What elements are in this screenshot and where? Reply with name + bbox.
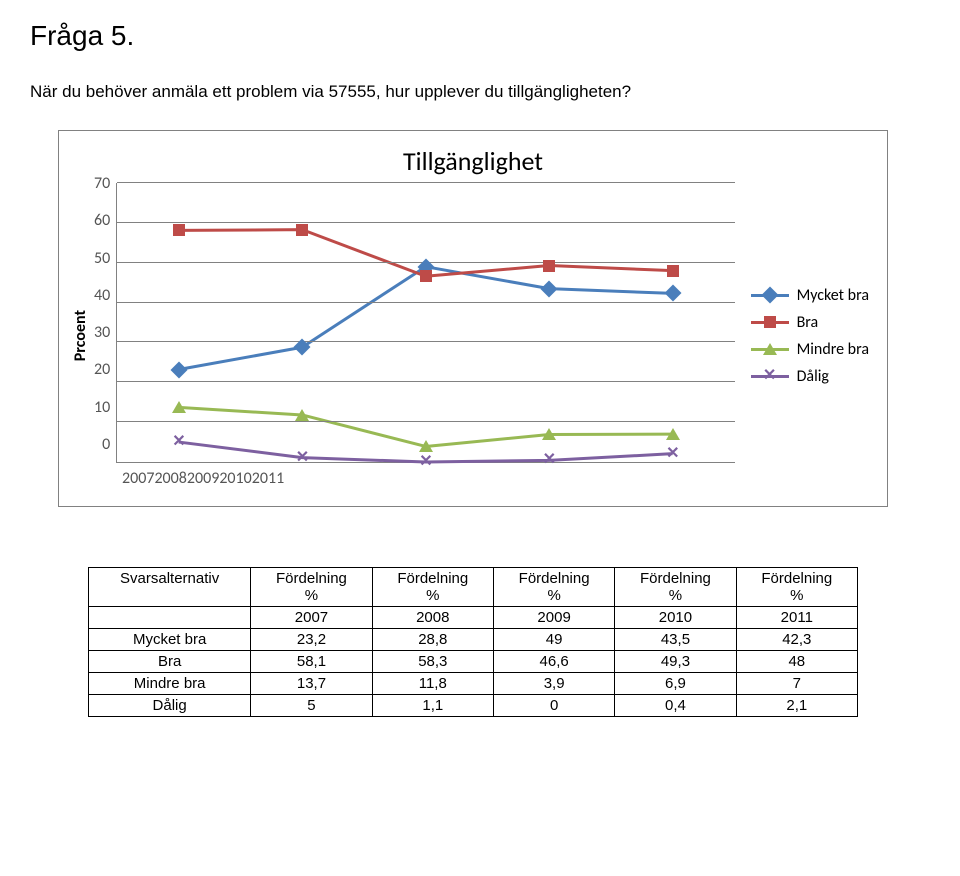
square-marker-icon bbox=[420, 270, 432, 282]
x-axis-ticks: 20072008200920102011 bbox=[122, 469, 284, 488]
table-year-row: 2007 2008 2009 2010 2011 bbox=[89, 607, 858, 629]
table-cell: 5 bbox=[251, 695, 372, 717]
table-empty-cell bbox=[89, 607, 251, 629]
x-tick-label: 2008 bbox=[154, 469, 186, 488]
table-header-row: Svarsalternativ Fördelning% Fördelning% … bbox=[89, 568, 858, 607]
table-cell: 2,1 bbox=[736, 695, 857, 717]
table-row: Bra58,158,346,649,348 bbox=[89, 651, 858, 673]
table-col-header: Fördelning% bbox=[372, 568, 493, 607]
table-cell: 49 bbox=[493, 629, 614, 651]
y-tick-label: 70 bbox=[94, 174, 110, 193]
x-marker-icon: ✕ bbox=[543, 452, 556, 468]
table-row-label: Bra bbox=[89, 651, 251, 673]
chart-legend: Mycket bra Bra Mindre bra ✕ Dålig bbox=[735, 278, 875, 394]
table-cell: 6,9 bbox=[615, 673, 736, 695]
table-cell: 1,1 bbox=[372, 695, 493, 717]
x-tick-label: 2007 bbox=[122, 469, 154, 488]
triangle-marker-icon bbox=[763, 343, 777, 355]
x-marker-icon: ✕ bbox=[763, 368, 776, 384]
square-marker-icon bbox=[296, 224, 308, 236]
table-row: Dålig51,100,42,1 bbox=[89, 695, 858, 717]
table-col-header: Fördelning% bbox=[251, 568, 372, 607]
page-title: Fråga 5. bbox=[30, 20, 930, 52]
table-cell: 13,7 bbox=[251, 673, 372, 695]
table-cell: 58,1 bbox=[251, 651, 372, 673]
table-header-label: Svarsalternativ bbox=[89, 568, 251, 607]
triangle-marker-icon bbox=[542, 428, 556, 440]
legend-item: Mindre bra bbox=[751, 340, 869, 359]
table-cell: 23,2 bbox=[251, 629, 372, 651]
table-year-cell: 2007 bbox=[251, 607, 372, 629]
x-marker-icon: ✕ bbox=[419, 454, 432, 470]
legend-item: Mycket bra bbox=[751, 286, 869, 305]
table-cell: 11,8 bbox=[372, 673, 493, 695]
table-col-header: Fördelning% bbox=[736, 568, 857, 607]
x-tick-label: 2010 bbox=[219, 469, 251, 488]
plot-area: ✕✕✕✕✕ bbox=[116, 183, 734, 463]
table-cell: 3,9 bbox=[493, 673, 614, 695]
triangle-marker-icon bbox=[172, 401, 186, 413]
table-cell: 42,3 bbox=[736, 629, 857, 651]
triangle-marker-icon bbox=[666, 428, 680, 440]
table-year-cell: 2009 bbox=[493, 607, 614, 629]
legend-label: Mycket bra bbox=[797, 286, 869, 305]
legend-label: Dålig bbox=[797, 367, 829, 386]
legend-item: Bra bbox=[751, 313, 869, 332]
table-row-label: Mycket bra bbox=[89, 629, 251, 651]
table-row-label: Mindre bra bbox=[89, 673, 251, 695]
table-cell: 58,3 bbox=[372, 651, 493, 673]
y-tick-label: 50 bbox=[94, 249, 110, 268]
table-cell: 7 bbox=[736, 673, 857, 695]
square-marker-icon bbox=[543, 260, 555, 272]
legend-label: Bra bbox=[797, 313, 819, 332]
y-axis-ticks: 70 60 50 40 30 20 10 0 bbox=[94, 174, 116, 454]
y-tick-label: 0 bbox=[102, 435, 110, 454]
table-cell: 49,3 bbox=[615, 651, 736, 673]
table-year-cell: 2011 bbox=[736, 607, 857, 629]
square-marker-icon bbox=[173, 224, 185, 236]
y-tick-label: 60 bbox=[94, 211, 110, 230]
y-tick-label: 40 bbox=[94, 286, 110, 305]
table-col-header: Fördelning% bbox=[493, 568, 614, 607]
diamond-marker-icon bbox=[761, 287, 778, 304]
chart-title: Tillgänglighet bbox=[71, 145, 875, 177]
legend-item: ✕ Dålig bbox=[751, 367, 869, 386]
table-year-cell: 2008 bbox=[372, 607, 493, 629]
table-cell: 0 bbox=[493, 695, 614, 717]
square-marker-icon bbox=[667, 265, 679, 277]
x-marker-icon: ✕ bbox=[172, 434, 185, 450]
table-row: Mindre bra13,711,83,96,97 bbox=[89, 673, 858, 695]
y-tick-label: 20 bbox=[94, 360, 110, 379]
table-row-label: Dålig bbox=[89, 695, 251, 717]
x-marker-icon: ✕ bbox=[296, 450, 309, 466]
triangle-marker-icon bbox=[295, 409, 309, 421]
y-tick-label: 10 bbox=[94, 398, 110, 417]
table-cell: 28,8 bbox=[372, 629, 493, 651]
table-year-cell: 2010 bbox=[615, 607, 736, 629]
page-subtitle: När du behöver anmäla ett problem via 57… bbox=[30, 82, 930, 102]
table-cell: 0,4 bbox=[615, 695, 736, 717]
table-cell: 46,6 bbox=[493, 651, 614, 673]
table-col-header: Fördelning% bbox=[615, 568, 736, 607]
table-row: Mycket bra23,228,84943,542,3 bbox=[89, 629, 858, 651]
data-table: Svarsalternativ Fördelning% Fördelning% … bbox=[88, 567, 858, 717]
x-tick-label: 2009 bbox=[187, 469, 219, 488]
square-marker-icon bbox=[764, 316, 776, 328]
triangle-marker-icon bbox=[419, 440, 433, 452]
chart-frame: Tillgänglighet Prcoent 706050403020100 ✕… bbox=[58, 130, 888, 507]
y-tick-label: 30 bbox=[94, 323, 110, 342]
x-marker-icon: ✕ bbox=[666, 446, 679, 462]
table-cell: 48 bbox=[736, 651, 857, 673]
legend-label: Mindre bra bbox=[797, 340, 869, 359]
table-cell: 43,5 bbox=[615, 629, 736, 651]
y-axis-label: Prcoent bbox=[71, 310, 90, 361]
x-tick-label: 2011 bbox=[252, 469, 284, 488]
